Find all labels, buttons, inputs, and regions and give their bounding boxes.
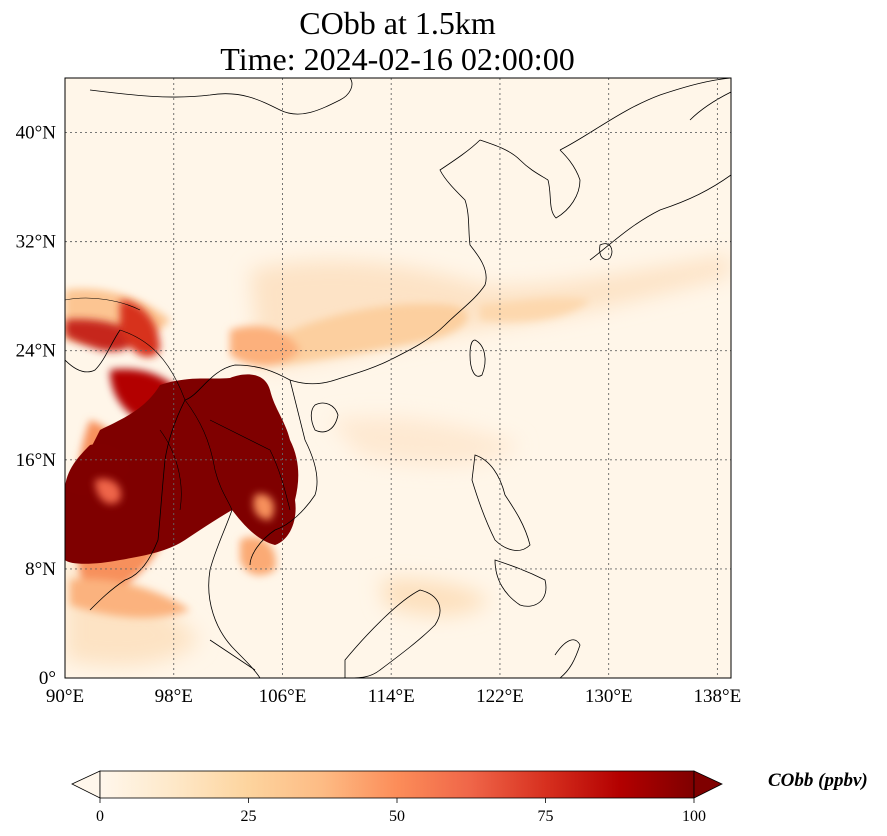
co-field-holes [95,478,275,520]
lat-tick-label: 0° [39,668,56,689]
lat-tick-label: 40°N [16,123,57,144]
colorbar-min-extend [71,770,101,799]
borders [65,297,291,511]
colorbar-tick-label: 100 [682,808,706,825]
map-frame [64,77,732,679]
colorbar: 0 25 50 75 100 [71,770,723,825]
colorbar-max-extend [693,770,723,799]
lat-tick-label: 8°N [25,559,56,580]
lon-tick-label: 138°E [694,686,742,707]
longitude-labels: 90°E 98°E 106°E 114°E 122°E 130°E 138°E [46,686,741,707]
colorbar-tick-label: 75 [538,808,554,825]
latitude-labels: 0° 8°N 16°N 24°N 32°N 40°N [16,123,57,689]
colorbar-label: CObb (ppbv) [768,770,868,791]
lon-tick-label: 122°E [476,686,524,707]
lon-tick-label: 106°E [259,686,307,707]
colorbar-tick-label: 50 [389,808,405,825]
map-panel [65,78,731,678]
colorbar-ticks: 0 25 50 75 100 [96,798,706,825]
coastlines [65,78,731,678]
title-line-1: CObb at 1.5km [299,5,496,41]
colorbar-gradient [99,770,695,799]
gridlines [65,78,731,678]
colorbar-tick-label: 25 [241,808,257,825]
lon-tick-label: 98°E [155,686,193,707]
lat-tick-label: 24°N [16,341,57,362]
lon-tick-label: 90°E [46,686,84,707]
map-background [65,78,731,678]
colorbar-tick-label: 0 [96,808,104,825]
co-field-very-high [65,374,299,564]
lat-tick-label: 32°N [16,232,57,253]
lon-tick-label: 114°E [368,686,415,707]
title-line-2: Time: 2024-02-16 02:00:00 [220,41,575,77]
lon-tick-label: 130°E [585,686,633,707]
lat-tick-label: 16°N [16,450,57,471]
